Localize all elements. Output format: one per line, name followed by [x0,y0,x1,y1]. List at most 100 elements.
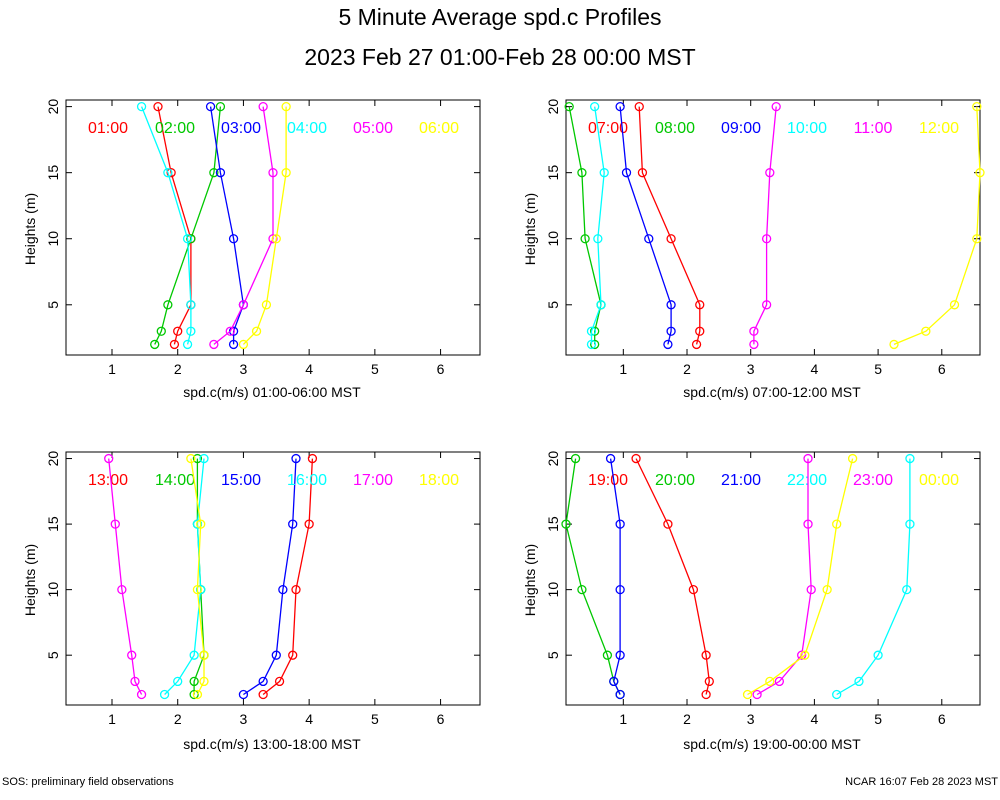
x-tick-label: 2 [683,711,691,727]
data-point [228,234,239,244]
series-line [565,458,621,695]
data-point [130,676,140,687]
x-tick-label: 6 [938,711,946,727]
data-point [832,689,842,700]
data-point [159,689,170,700]
legend-label: 04:00 [287,120,327,137]
data-point [288,650,298,660]
data-point [215,168,226,178]
x-axis-label: spd.c(m/s) 13:00-18:00 MST [183,736,361,752]
data-point [691,339,702,350]
data-point [847,453,858,464]
data-point [615,650,625,660]
data-point [822,584,832,595]
data-point [663,339,673,350]
data-point [586,326,597,336]
legend-label: 05:00 [353,120,393,137]
data-point [163,300,173,310]
data-point [615,584,625,595]
legend-label: 09:00 [721,120,761,137]
data-point [615,101,625,112]
data-point [192,584,203,595]
data-point [577,168,587,178]
data-point [761,234,772,244]
data-point [621,168,632,178]
y-tick-label: 5 [545,301,561,309]
data-point [765,676,775,687]
y-tick-label: 20 [45,99,61,115]
chart-panel: 1 2 3 4 5 6 5 10 15 20 Heights (m) spd.c(m/s) 07:00… [522,99,985,400]
series-line [590,106,605,345]
data-point [258,676,268,687]
x-tick-label: 4 [811,361,819,377]
x-tick-label: 5 [874,361,882,377]
data-point [153,101,163,112]
data-point [854,676,864,687]
x-tick-label: 1 [619,711,627,727]
data-point [117,584,127,595]
data-point [136,689,147,700]
series-line [262,458,314,696]
chart-panel: 1 2 3 4 5 6 5 10 15 20 Heights (m) spd.c(m/s) 19:00… [522,451,981,752]
data-point [806,584,816,595]
data-point [281,168,291,178]
data-point [634,101,644,112]
data-point [774,676,785,687]
data-point [701,650,711,660]
legend-label: 23:00 [853,472,893,489]
data-point [182,234,193,244]
data-point [561,519,571,529]
data-point [972,234,982,244]
x-tick-label: 2 [174,711,182,727]
series-line [747,458,854,696]
x-axis-label: spd.c(m/s) 19:00-00:00 MST [683,736,861,752]
data-point [150,339,160,350]
data-point [765,168,775,178]
data-point [186,453,196,464]
x-tick-label: 1 [108,711,116,727]
legend-label: 21:00 [721,472,761,489]
y-axis-label: Heights (m) [522,544,538,616]
data-point [593,234,603,244]
data-point [586,339,597,350]
chart-title: 5 Minute Average spd.c Profiles [338,4,662,30]
series-line [154,106,222,345]
data-point [803,519,813,529]
series-line [243,458,297,696]
x-axis-label: spd.c(m/s) 07:00-12:00 MST [683,384,861,400]
data-point [663,519,673,529]
series-line [638,106,701,345]
x-tick-label: 1 [619,361,627,377]
data-point [110,519,120,529]
data-point [209,168,219,178]
data-point [800,650,810,660]
data-point [192,453,203,464]
x-tick-label: 6 [938,361,946,377]
data-point [949,300,960,310]
data-point [975,168,985,178]
data-point [271,234,281,244]
legend-label: 18:00 [419,472,459,489]
data-point [127,650,137,660]
data-point [291,453,301,464]
data-point [199,650,209,660]
legend-label: 16:00 [287,472,327,489]
data-point [196,584,206,595]
data-point [771,101,781,112]
y-tick-label: 20 [545,451,561,467]
data-point [580,234,590,244]
data-point [701,689,711,700]
legend-label: 12:00 [919,120,959,137]
data-point [637,168,648,178]
data-point [666,234,676,244]
chart-subtitle: 2023 Feb 27 01:00-Feb 28 00:00 MST [304,44,696,70]
data-point [278,584,288,595]
x-tick-label: 4 [305,361,313,377]
data-point [602,650,613,660]
data-point [238,300,249,310]
data-point [631,453,641,464]
y-tick-label: 15 [45,516,61,532]
data-point [268,168,278,178]
data-point [274,676,285,687]
data-point [268,234,278,244]
